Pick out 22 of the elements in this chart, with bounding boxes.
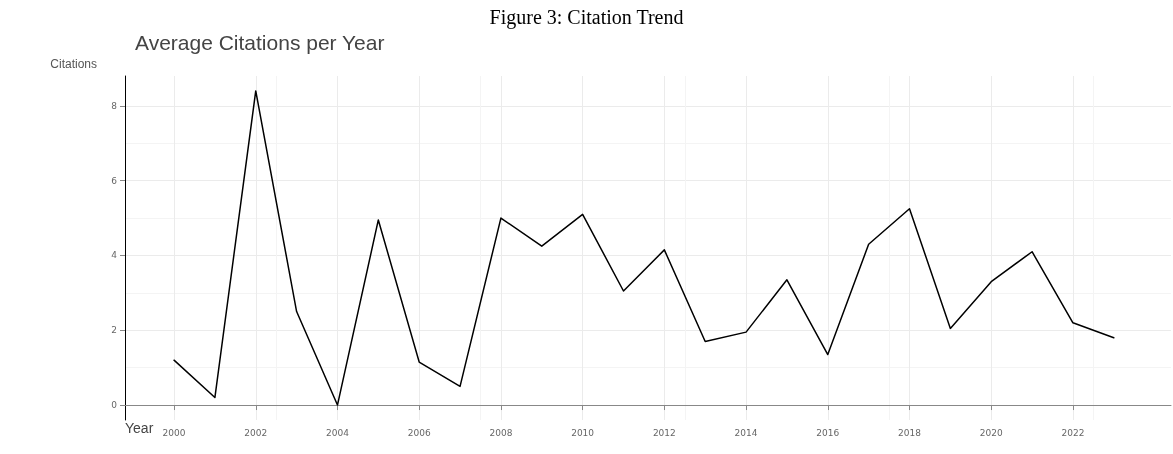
x-tick-label: 2006 <box>407 427 431 438</box>
y-tick-label: 6 <box>111 175 118 186</box>
chart-title: Figure 3: Citation Trend <box>489 6 684 29</box>
y-tick-label: 8 <box>111 100 118 111</box>
x-tick-label: 2008 <box>489 427 513 438</box>
x-tick-label: 2022 <box>1061 427 1085 438</box>
x-tick-label: 2000 <box>162 427 186 438</box>
chart-subtitle: Average Citations per Year <box>135 31 385 54</box>
x-tick-label: 2002 <box>244 427 268 438</box>
line-series <box>173 90 1115 406</box>
y-tick-label: 2 <box>111 325 117 336</box>
x-tick-label: 2004 <box>326 427 350 438</box>
y-tick-label: 4 <box>111 250 118 261</box>
x-axis-title: Year <box>125 420 154 437</box>
x-tick-label: 2016 <box>816 427 840 438</box>
x-tick-label: 2018 <box>898 427 922 438</box>
x-tick-label: 2010 <box>571 427 595 438</box>
x-tick-label: 2012 <box>652 427 676 438</box>
y-axis-title: Citations <box>50 57 97 71</box>
x-tick-label: 2020 <box>979 427 1003 438</box>
y-tick-label: 0 <box>111 400 118 411</box>
x-tick-label: 2014 <box>734 427 758 438</box>
